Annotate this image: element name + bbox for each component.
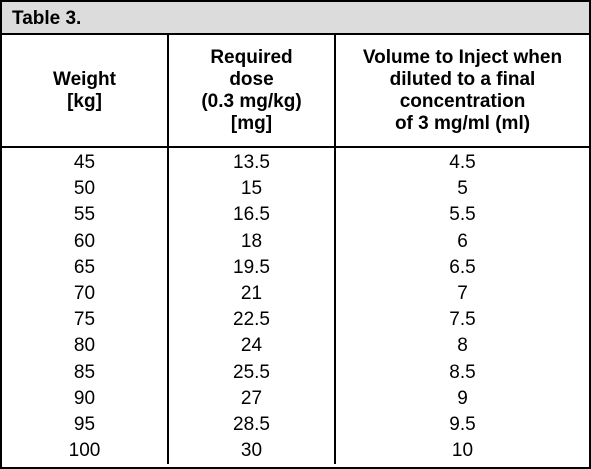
volume-cell: 7.5 <box>334 307 589 334</box>
dose-cell: 24 <box>167 333 335 360</box>
table-row: 45 13.5 4.5 <box>2 147 589 177</box>
dose-cell: 21 <box>167 281 335 308</box>
volume-cell: 9 <box>334 385 589 413</box>
weight-cell: 70 <box>73 283 96 305</box>
weight-cell: 100 <box>68 440 101 462</box>
table-row: 75 22.5 7.5 <box>2 307 589 334</box>
dose-cell: 15 <box>167 176 335 203</box>
weight-cell: 80 <box>73 335 96 357</box>
header-line: (0.3 mg/kg) <box>201 90 302 112</box>
dose-cell: 30 <box>167 438 335 465</box>
header-line: [kg] <box>67 90 102 112</box>
table-row: 95 28.5 9.5 <box>2 412 589 439</box>
table-row: 55 16.5 5.5 <box>2 202 589 229</box>
table-row: 70 21 7 <box>2 281 589 308</box>
dose-cell: 25.5 <box>167 359 335 386</box>
table-row: 65 19.5 6.5 <box>2 254 589 282</box>
volume-cell: 10 <box>334 438 589 465</box>
volume-cell: 8.5 <box>334 359 589 386</box>
weight-cell: 90 <box>73 387 96 409</box>
header-line: concentration <box>399 90 526 112</box>
header-line: Volume to Inject when <box>362 46 563 68</box>
table-row: 100 30 10 <box>2 438 589 465</box>
dosage-table: Weight [kg] Required dose (0.3 mg/kg) [m… <box>2 35 589 465</box>
header-weight: Weight [kg] <box>2 35 168 148</box>
weight-cell: 55 <box>73 204 96 226</box>
header-line: diluted to a final <box>389 68 536 90</box>
weight-cell: 60 <box>73 230 96 252</box>
table-row: 50 15 5 <box>2 176 589 203</box>
volume-cell: 4.5 <box>334 147 589 177</box>
table-row: 80 24 8 <box>2 333 589 360</box>
volume-cell: 5.5 <box>334 202 589 229</box>
volume-cell: 5 <box>334 176 589 203</box>
header-line: Required <box>210 46 293 68</box>
header-line: of 3 mg/ml (ml) <box>394 112 531 134</box>
weight-cell: 95 <box>73 414 96 436</box>
dose-cell: 19.5 <box>167 254 335 282</box>
table-row: 85 25.5 8.5 <box>2 359 589 386</box>
header-line: dose <box>229 68 274 90</box>
dose-cell: 27 <box>167 385 335 413</box>
table-title: Table 3. <box>2 2 589 35</box>
header-line: [mg] <box>230 112 273 134</box>
weight-cell: 75 <box>73 309 96 331</box>
dose-cell: 22.5 <box>167 307 335 334</box>
volume-cell: 8 <box>334 333 589 360</box>
volume-cell: 9.5 <box>334 412 589 439</box>
volume-cell: 7 <box>334 281 589 308</box>
table-row: 90 27 9 <box>2 385 589 413</box>
header-line: Weight <box>53 68 116 90</box>
weight-cell: 85 <box>73 361 96 383</box>
dose-cell: 13.5 <box>167 147 335 177</box>
header-required-dose: Required dose (0.3 mg/kg) [mg] <box>167 35 335 148</box>
weight-cell: 50 <box>73 178 96 200</box>
header-row: Weight [kg] Required dose (0.3 mg/kg) [m… <box>2 35 589 148</box>
weight-cell: 45 <box>73 152 96 173</box>
header-volume: Volume to Inject when diluted to a final… <box>334 35 589 148</box>
dose-cell: 16.5 <box>167 202 335 229</box>
volume-cell: 6.5 <box>334 254 589 282</box>
weight-cell: 65 <box>73 256 96 278</box>
dose-cell: 28.5 <box>167 412 335 439</box>
volume-cell: 6 <box>334 228 589 255</box>
table-row: 60 18 6 <box>2 228 589 255</box>
dose-cell: 18 <box>167 228 335 255</box>
